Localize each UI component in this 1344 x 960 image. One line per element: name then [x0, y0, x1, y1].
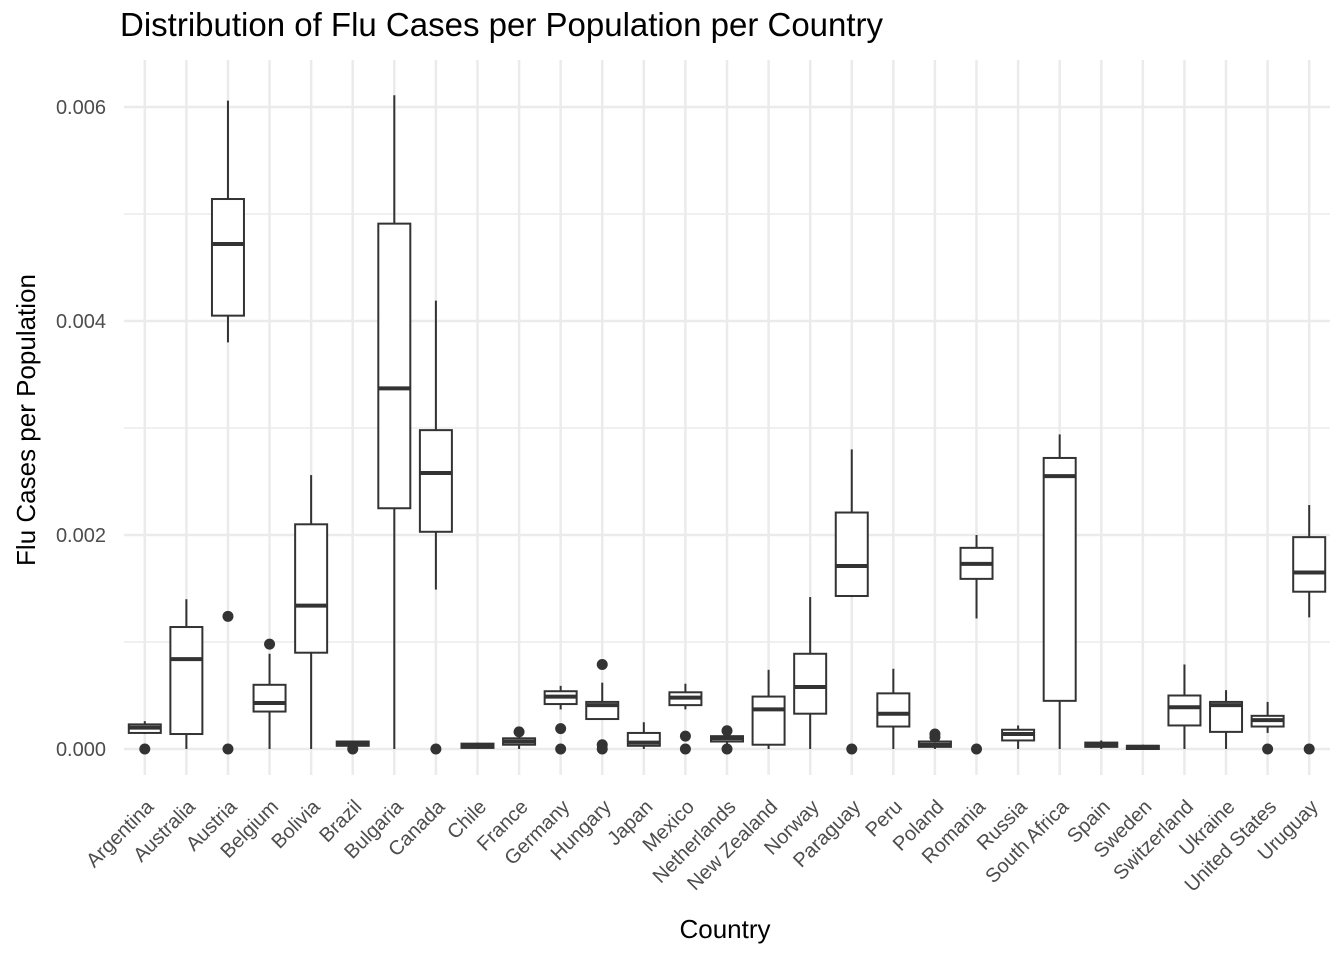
outlier-point	[139, 743, 151, 755]
box-bulgaria	[377, 95, 412, 749]
box-belgium	[252, 638, 287, 749]
box-spain	[1084, 740, 1119, 749]
chart-title: Distribution of Flu Cases per Population…	[120, 6, 884, 43]
box-russia	[1001, 725, 1036, 749]
y-tick-label: 0.002	[56, 525, 106, 547]
outlier-point	[679, 743, 691, 755]
x-axis-tick-labels: ArgentinaAustraliaAustriaBelgiumBoliviaB…	[82, 795, 1323, 896]
y-tick-label: 0.006	[56, 97, 106, 119]
box-body	[418, 429, 453, 533]
box-body	[294, 523, 329, 654]
outlier-point	[1262, 743, 1274, 755]
box-brazil	[335, 740, 370, 755]
outlier-point	[929, 731, 941, 743]
box-paraguay	[834, 449, 869, 755]
box-body	[1167, 694, 1202, 727]
outlier-point	[264, 638, 276, 650]
outlier-point	[555, 743, 567, 755]
box-peru	[876, 668, 911, 749]
box-body	[793, 652, 828, 715]
box-netherlands	[710, 725, 744, 755]
outlier-point	[430, 743, 442, 755]
box-body	[834, 511, 869, 597]
box-body	[252, 683, 287, 713]
box-canada	[418, 300, 453, 755]
box-hungary	[585, 658, 620, 755]
box-uruguay	[1292, 505, 1327, 755]
box-germany	[543, 685, 578, 755]
outlier-point	[721, 743, 733, 755]
box-body	[377, 222, 412, 510]
box-body	[1042, 456, 1077, 702]
outlier-point	[555, 723, 567, 735]
box-austria	[210, 100, 245, 755]
outlier-point	[1303, 743, 1315, 755]
outlier-point	[513, 726, 525, 738]
box-bolivia	[294, 475, 329, 749]
box-body	[1292, 536, 1327, 593]
box-sweden	[1125, 744, 1160, 750]
outlier-point	[679, 730, 691, 742]
box-chile	[460, 742, 495, 749]
box-norway	[793, 597, 828, 749]
box-australia	[169, 599, 204, 749]
y-tick-label: 0.000	[56, 739, 106, 761]
box-south-africa	[1042, 434, 1077, 749]
outlier-point	[222, 743, 234, 755]
box-body	[876, 692, 911, 728]
box-body	[210, 198, 245, 317]
box-switzerland	[1167, 664, 1202, 749]
box-united-states	[1250, 701, 1285, 755]
y-tick-label: 0.004	[56, 311, 106, 333]
outlier-point	[222, 610, 234, 622]
outlier-point	[596, 658, 608, 670]
box-series	[127, 95, 1327, 755]
box-mexico	[668, 683, 703, 755]
box-new-zealand	[751, 669, 786, 749]
box-argentina	[127, 721, 162, 755]
y-axis-tick-labels: 0.000 0.002 0.004 0.006	[56, 97, 106, 761]
outlier-point	[971, 743, 983, 755]
y-axis-title: Flu Cases per Population	[11, 274, 41, 566]
outlier-point	[846, 743, 858, 755]
box-romania	[959, 535, 994, 755]
box-ukraine	[1209, 690, 1244, 749]
box-body	[751, 695, 786, 746]
x-axis-title: Country	[679, 914, 770, 944]
box-body	[169, 626, 204, 736]
box-france	[502, 726, 537, 749]
outlier-point	[596, 743, 608, 755]
major-gridlines-x	[143, 60, 1311, 775]
outlier-point	[721, 725, 733, 737]
box-poland	[917, 728, 952, 749]
x-tick-label: Bolivia	[267, 795, 325, 853]
outlier-point	[347, 743, 359, 755]
box-japan	[626, 722, 661, 749]
